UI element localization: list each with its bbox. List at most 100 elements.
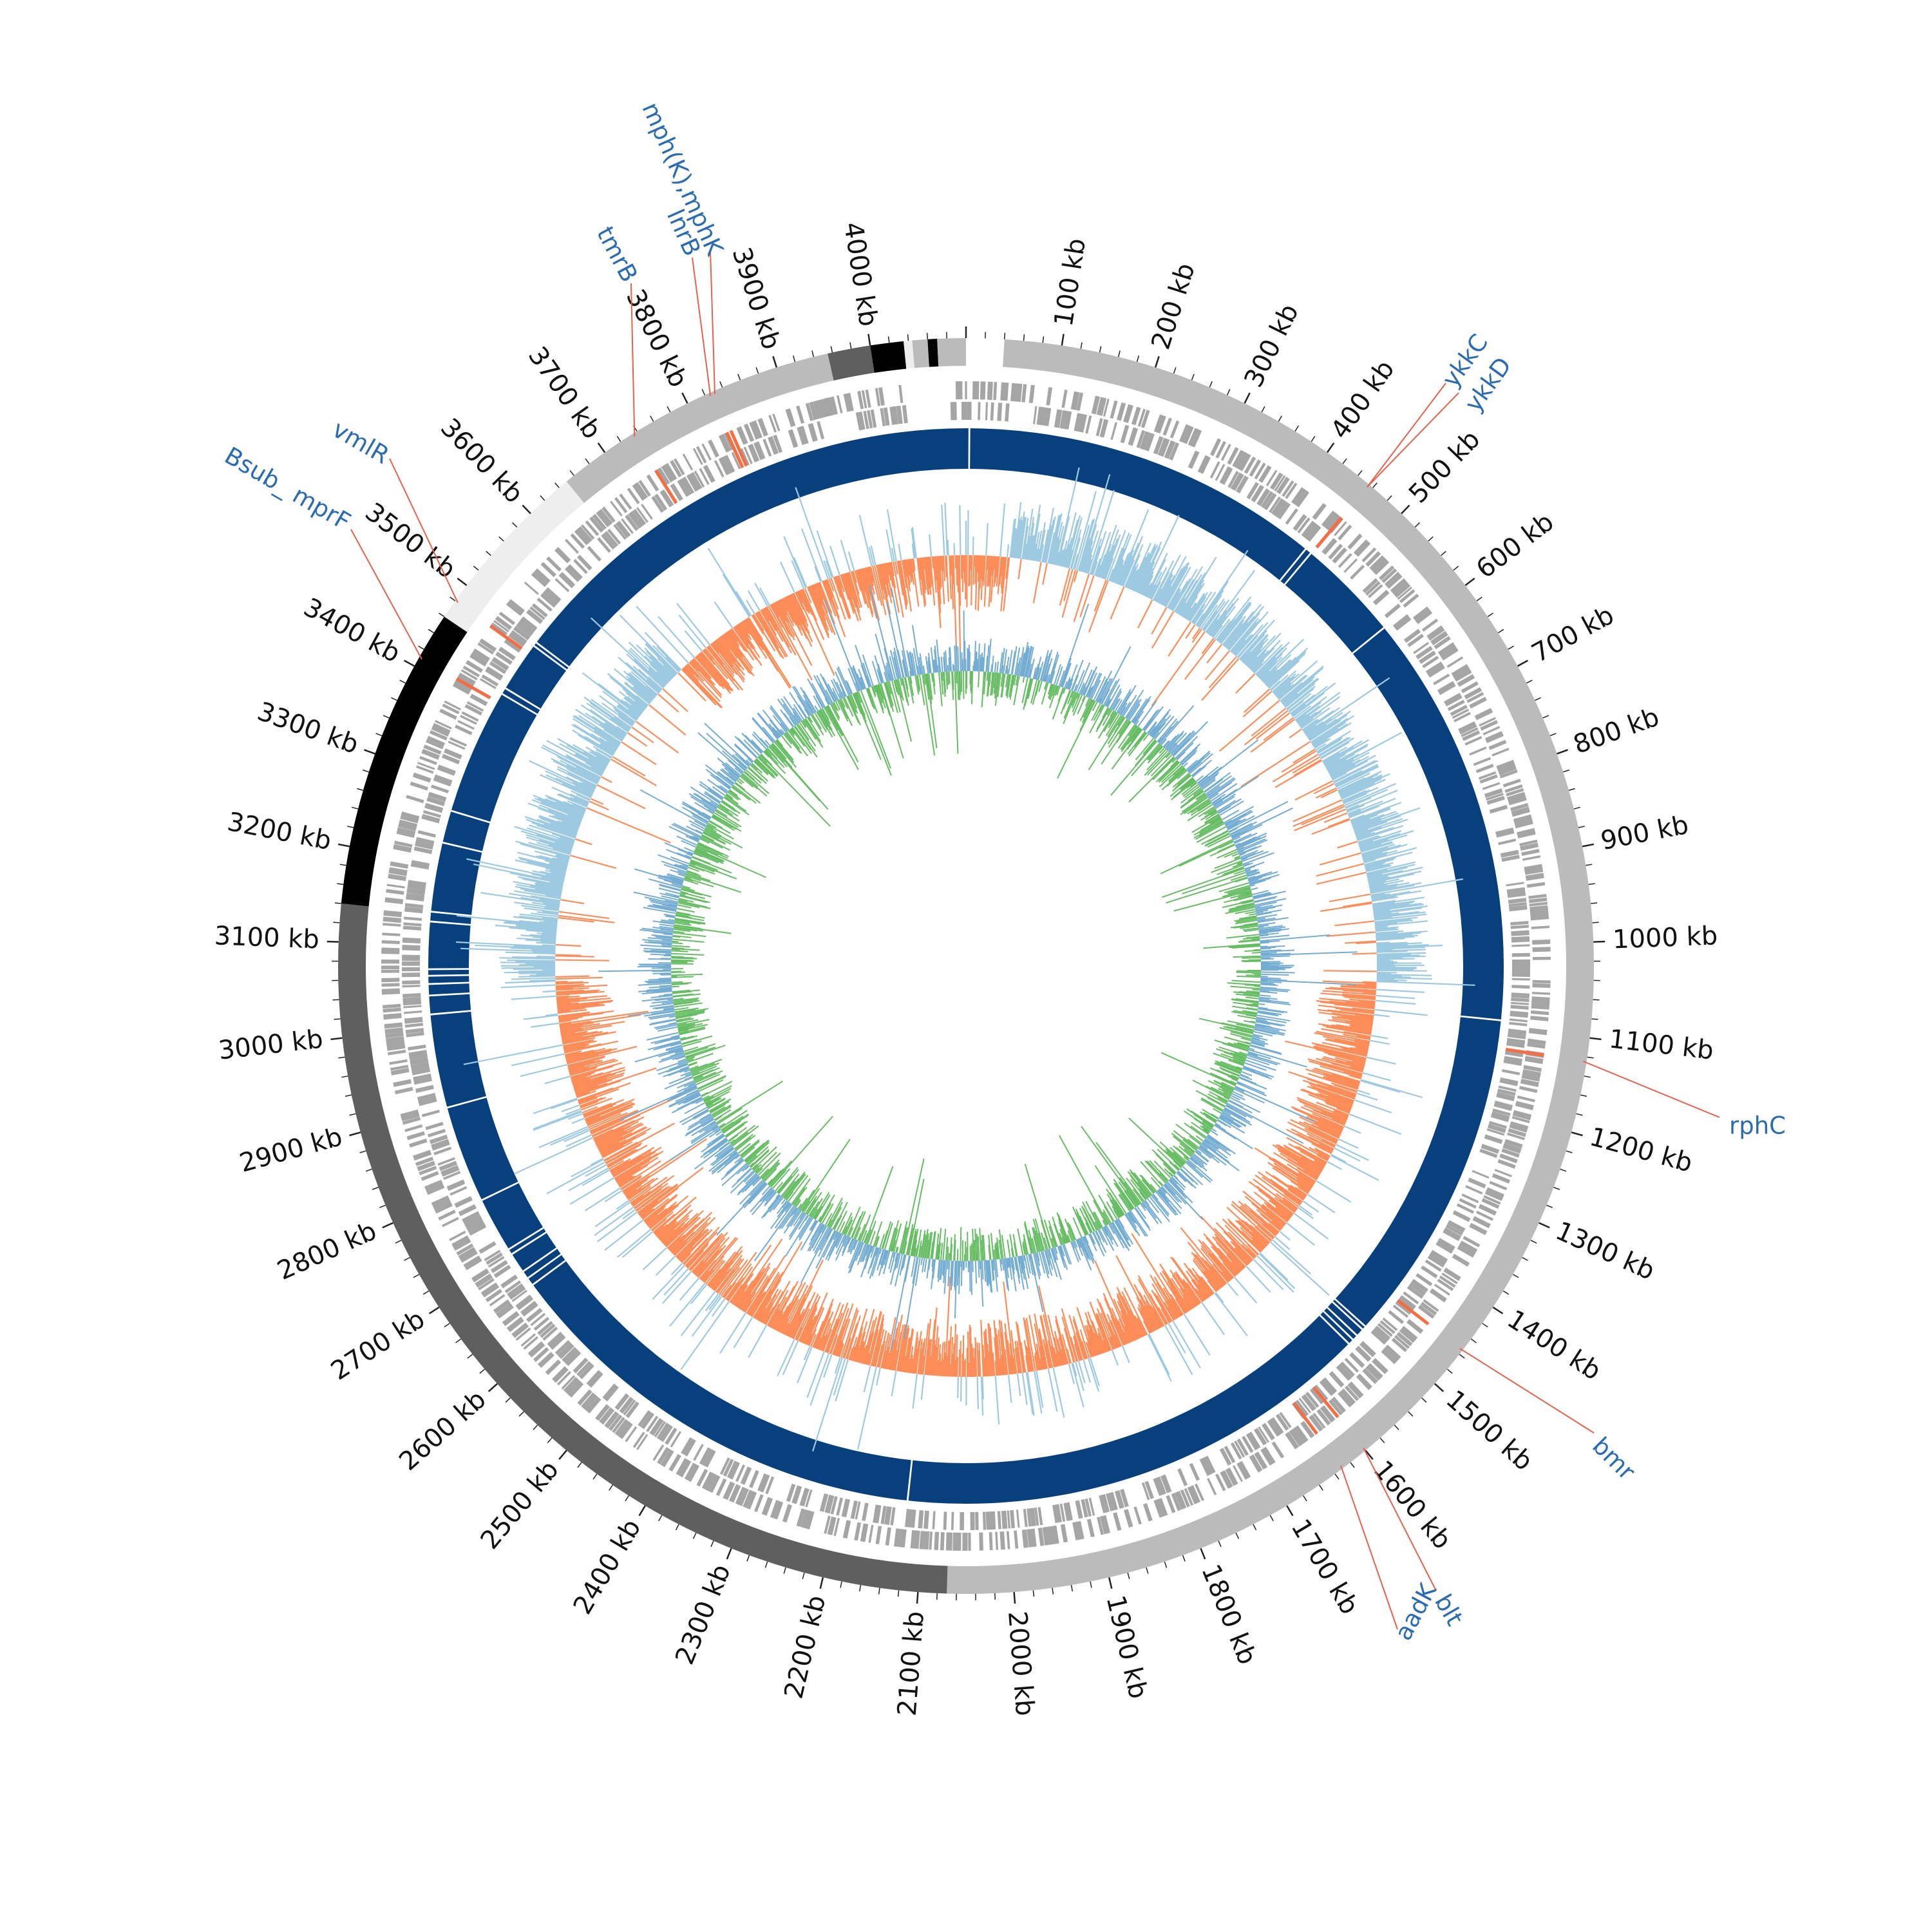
minor-tick bbox=[1566, 1150, 1573, 1153]
gene-feature bbox=[413, 1151, 432, 1161]
gc-bar bbox=[555, 980, 568, 983]
gene-feature bbox=[442, 703, 460, 715]
gene-feature bbox=[381, 978, 400, 981]
gc-bar bbox=[610, 1160, 629, 1173]
gc-bar bbox=[1100, 1312, 1116, 1350]
gc-bar bbox=[1086, 1343, 1093, 1358]
gc-bar bbox=[599, 695, 636, 723]
skew-bar bbox=[1132, 728, 1141, 739]
skew-bar bbox=[1177, 773, 1191, 786]
skew-bar bbox=[1228, 827, 1238, 833]
gene-feature bbox=[654, 493, 668, 511]
gc-bar bbox=[643, 1193, 678, 1222]
gene-feature bbox=[577, 1389, 591, 1405]
skew-bar bbox=[1093, 704, 1103, 721]
gc-bar bbox=[932, 1345, 936, 1376]
gene-feature bbox=[1010, 1510, 1016, 1529]
gc-bar bbox=[1265, 1212, 1284, 1227]
gc-bar bbox=[646, 679, 661, 692]
gc-bar bbox=[687, 1250, 705, 1269]
gc-bar bbox=[697, 1245, 726, 1278]
gene-feature bbox=[885, 1527, 891, 1546]
gc-bar bbox=[460, 947, 556, 953]
gc-bar bbox=[794, 1308, 810, 1340]
gc-bar bbox=[980, 555, 984, 600]
gene-feature bbox=[875, 388, 881, 406]
gc-bar bbox=[1359, 843, 1382, 851]
skew-bar bbox=[1093, 676, 1106, 701]
gene-feature bbox=[457, 676, 474, 687]
minor-tick bbox=[518, 1411, 524, 1417]
skew-bar bbox=[1226, 819, 1242, 829]
gene-feature bbox=[406, 893, 425, 900]
gene-feature bbox=[413, 1074, 431, 1081]
gc-bar bbox=[723, 1282, 737, 1299]
gene-feature bbox=[1430, 1288, 1447, 1301]
gc-bar bbox=[657, 657, 676, 676]
gc-bar bbox=[1376, 944, 1443, 949]
gc-bar bbox=[1374, 1009, 1428, 1016]
gc-bar bbox=[1287, 1158, 1319, 1179]
gene-feature bbox=[1227, 1467, 1238, 1485]
gc-bar bbox=[1352, 813, 1385, 827]
gc-bar bbox=[1303, 1169, 1318, 1179]
gc-bar bbox=[722, 634, 752, 675]
gc-bar bbox=[591, 750, 610, 762]
gc-bar bbox=[1150, 567, 1168, 600]
gc-bar bbox=[550, 872, 565, 877]
gc-bar bbox=[582, 672, 640, 717]
skew-bar bbox=[1106, 708, 1112, 715]
gc-bar bbox=[1215, 1236, 1245, 1269]
skew-bar bbox=[1169, 761, 1180, 772]
gene-feature bbox=[556, 1370, 571, 1386]
major-tick bbox=[1061, 334, 1065, 346]
skew-bar bbox=[1251, 1041, 1263, 1046]
skew-bar bbox=[1237, 1014, 1256, 1019]
gc-bar bbox=[1356, 827, 1394, 840]
gene-feature bbox=[437, 1157, 455, 1166]
gc-bar bbox=[1171, 578, 1191, 611]
gc-bar bbox=[607, 1149, 638, 1168]
gc-bar bbox=[574, 1074, 624, 1092]
gc-bar bbox=[987, 1344, 990, 1377]
gene-feature bbox=[1359, 1341, 1376, 1358]
gc-bar bbox=[768, 1290, 789, 1327]
gc-bar bbox=[539, 921, 558, 925]
gc-bar bbox=[1089, 1357, 1100, 1387]
gene-feature bbox=[1522, 1070, 1541, 1079]
skew-bar bbox=[1240, 1037, 1252, 1041]
gc-bar bbox=[535, 850, 569, 861]
minor-tick bbox=[345, 1094, 352, 1097]
gene-feature bbox=[1492, 1108, 1511, 1117]
gc-bar bbox=[675, 1217, 716, 1258]
skew-bar bbox=[1260, 973, 1289, 976]
skew-bar bbox=[1180, 777, 1194, 789]
skew-bar bbox=[1204, 813, 1220, 824]
gc-bar bbox=[1073, 570, 1079, 583]
minor-tick bbox=[746, 1555, 750, 1562]
gc-bar bbox=[1305, 1068, 1359, 1086]
gene-feature bbox=[1428, 629, 1445, 641]
gene-feature bbox=[478, 1278, 495, 1291]
gc-bar bbox=[1267, 653, 1306, 688]
gc-bar bbox=[1244, 710, 1289, 746]
gc-bar bbox=[1305, 721, 1324, 735]
gc-bar bbox=[695, 1236, 730, 1276]
gc-bar bbox=[618, 1175, 633, 1186]
gene-feature bbox=[1481, 1198, 1500, 1209]
skew-bar bbox=[1245, 936, 1260, 939]
gc-bar bbox=[562, 820, 580, 829]
skew-bar bbox=[1034, 663, 1039, 679]
gc-bar bbox=[795, 591, 835, 676]
gc-bar bbox=[1072, 1362, 1077, 1376]
skew-bar bbox=[1184, 785, 1200, 799]
skew-bar bbox=[1058, 670, 1065, 687]
gc-bar bbox=[1362, 981, 1377, 983]
skew-bar bbox=[1232, 836, 1241, 841]
gc-bar bbox=[807, 1307, 825, 1346]
gc-bar bbox=[1274, 1197, 1296, 1213]
gene-feature bbox=[1379, 1320, 1396, 1334]
gc-bar bbox=[1337, 777, 1366, 791]
gc-bar bbox=[545, 894, 562, 899]
gc-bar bbox=[1276, 685, 1292, 698]
